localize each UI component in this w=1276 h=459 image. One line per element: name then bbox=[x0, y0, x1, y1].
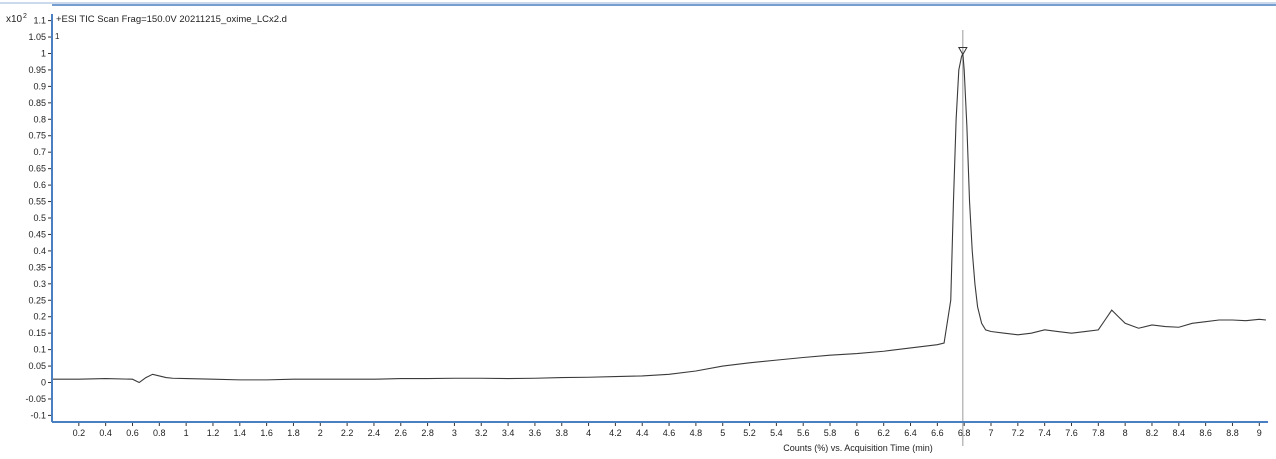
peak-marker-icon bbox=[957, 46, 968, 56]
y-tick-label: -0.05 bbox=[25, 394, 46, 404]
x-tick-label: 1 bbox=[184, 428, 189, 438]
y-tick-label: 0.65 bbox=[28, 164, 46, 174]
x-tick-label: 4.8 bbox=[690, 428, 703, 438]
x-tick-label: 7 bbox=[988, 428, 993, 438]
y-multiplier-exponent: 2 bbox=[23, 13, 27, 20]
panel-index: 1 bbox=[55, 32, 60, 41]
y-tick-label: 0.55 bbox=[28, 197, 46, 207]
chart-title: +ESI TIC Scan Frag=150.0V 20211215_oxime… bbox=[56, 14, 287, 25]
x-tick-label: 1.2 bbox=[207, 428, 220, 438]
x-tick-label: 2.6 bbox=[395, 428, 408, 438]
y-tick-label: 0.2 bbox=[33, 312, 46, 322]
x-axis-label: Counts (%) vs. Acquisition Time (min) bbox=[783, 443, 933, 453]
y-tick-label: 0.35 bbox=[28, 262, 46, 272]
y-tick-label: 0.8 bbox=[33, 114, 46, 124]
x-tick-label: 7.2 bbox=[1012, 428, 1025, 438]
y-tick-label: 1.1 bbox=[33, 16, 46, 26]
x-tick-label: 5.8 bbox=[824, 428, 837, 438]
axis-ticks-group: -0.1-0.0500.050.10.150.20.250.30.350.40.… bbox=[25, 16, 1261, 438]
x-tick-label: 5.4 bbox=[770, 428, 783, 438]
x-tick-label: 7.8 bbox=[1092, 428, 1105, 438]
x-tick-label: 6.2 bbox=[877, 428, 890, 438]
x-tick-label: 2.2 bbox=[341, 428, 354, 438]
x-tick-label: 3.4 bbox=[502, 428, 515, 438]
x-tick-label: 6 bbox=[854, 428, 859, 438]
y-tick-label: 0.15 bbox=[28, 328, 46, 338]
x-tick-label: 6.6 bbox=[931, 428, 944, 438]
x-tick-label: 1.6 bbox=[260, 428, 273, 438]
x-tick-label: 4 bbox=[586, 428, 591, 438]
y-tick-label: 1.05 bbox=[28, 32, 46, 42]
y-tick-label: 0.75 bbox=[28, 131, 46, 141]
y-tick-label: 1 bbox=[41, 48, 46, 58]
y-tick-label: -0.1 bbox=[30, 410, 46, 420]
x-tick-label: 8.4 bbox=[1173, 428, 1186, 438]
y-tick-label: 0.5 bbox=[33, 213, 46, 223]
x-tick-label: 6.4 bbox=[904, 428, 917, 438]
x-tick-label: 1.8 bbox=[287, 428, 300, 438]
x-tick-label: 7.4 bbox=[1038, 428, 1051, 438]
y-multiplier-label: x10 bbox=[6, 14, 23, 25]
x-tick-label: 2.4 bbox=[368, 428, 381, 438]
x-tick-label: 3.8 bbox=[555, 428, 568, 438]
x-tick-label: 8.2 bbox=[1146, 428, 1159, 438]
x-tick-label: 7.6 bbox=[1065, 428, 1078, 438]
x-tick-label: 4.2 bbox=[609, 428, 622, 438]
x-tick-label: 1.4 bbox=[234, 428, 247, 438]
y-tick-label: 0.6 bbox=[33, 180, 46, 190]
x-tick-label: 3.6 bbox=[529, 428, 542, 438]
y-tick-label: 0.7 bbox=[33, 147, 46, 157]
x-tick-label: 5.6 bbox=[797, 428, 810, 438]
y-tick-label: 0 bbox=[41, 378, 46, 388]
x-tick-label: 0.2 bbox=[73, 428, 86, 438]
y-tick-label: 0.95 bbox=[28, 65, 46, 75]
x-tick-label: 2 bbox=[318, 428, 323, 438]
y-tick-label: 0.25 bbox=[28, 295, 46, 305]
x-tick-label: 9 bbox=[1257, 428, 1262, 438]
x-tick-label: 8 bbox=[1123, 428, 1128, 438]
x-tick-label: 4.6 bbox=[663, 428, 676, 438]
plot-area bbox=[52, 30, 1267, 446]
x-tick-label: 5.2 bbox=[743, 428, 756, 438]
x-tick-label: 4.4 bbox=[636, 428, 649, 438]
y-tick-label: 0.45 bbox=[28, 229, 46, 239]
y-tick-label: 0.05 bbox=[28, 361, 46, 371]
y-tick-label: 0.1 bbox=[33, 345, 46, 355]
y-tick-label: 0.85 bbox=[28, 98, 46, 108]
x-tick-label: 0.8 bbox=[153, 428, 166, 438]
tic-series-line bbox=[52, 53, 1267, 384]
x-tick-label: 3.2 bbox=[475, 428, 488, 438]
y-tick-label: 0.9 bbox=[33, 81, 46, 91]
y-tick-label: 0.4 bbox=[33, 246, 46, 256]
x-tick-label: 0.6 bbox=[126, 428, 139, 438]
x-tick-label: 5 bbox=[720, 428, 725, 438]
x-tick-label: 2.8 bbox=[421, 428, 434, 438]
y-tick-label: 0.3 bbox=[33, 279, 46, 289]
x-tick-label: 8.8 bbox=[1226, 428, 1239, 438]
x-tick-label: 3 bbox=[452, 428, 457, 438]
x-tick-label: 6.8 bbox=[958, 428, 971, 438]
x-tick-label: 0.4 bbox=[99, 428, 112, 438]
x-tick-label: 8.6 bbox=[1199, 428, 1212, 438]
